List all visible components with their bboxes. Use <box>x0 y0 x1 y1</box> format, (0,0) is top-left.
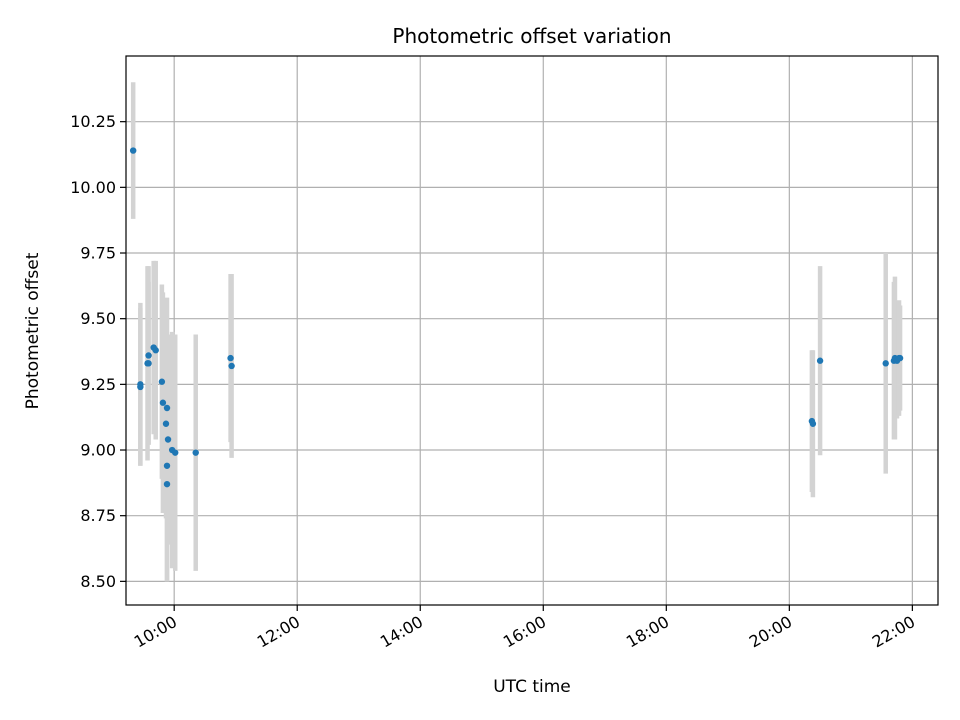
data-point <box>192 449 199 456</box>
data-point <box>163 462 171 469</box>
data-point <box>158 378 166 385</box>
data-point <box>162 420 170 427</box>
data-point <box>152 347 159 354</box>
y-tick-label: 8.75 <box>80 506 116 525</box>
y-tick-label: 10.00 <box>70 178 116 197</box>
data-point <box>129 147 137 154</box>
plot-area-frame <box>125 55 939 606</box>
data-point <box>896 354 904 362</box>
data-point <box>809 420 817 427</box>
data-point <box>816 357 824 364</box>
y-tick-label: 10.25 <box>70 112 116 131</box>
grid <box>126 56 938 605</box>
y-axis-title: Photometric offset <box>23 252 43 409</box>
data-point <box>163 404 171 412</box>
chart-title: Photometric offset variation <box>392 24 671 48</box>
y-tick-label: 9.75 <box>80 244 116 263</box>
data-point <box>228 362 235 370</box>
y-axis-ticks: 8.50 8.75 9.00 9.25 9.50 9.75 10.00 10.25 <box>70 112 126 591</box>
y-tick-label: 9.50 <box>80 309 116 328</box>
data-point <box>882 360 889 367</box>
data-point <box>145 352 152 359</box>
y-tick-label: 9.00 <box>80 441 116 460</box>
data-point <box>137 383 144 391</box>
data-point <box>163 480 171 488</box>
y-tick-label: 9.25 <box>80 375 116 394</box>
data-points <box>129 147 904 488</box>
data-point <box>164 436 172 443</box>
y-tick-label: 8.50 <box>80 572 116 591</box>
data-point <box>145 360 152 367</box>
data-point <box>227 354 234 362</box>
data-point <box>172 449 179 456</box>
x-axis-title: UTC time <box>493 677 571 697</box>
data-point <box>159 399 167 406</box>
